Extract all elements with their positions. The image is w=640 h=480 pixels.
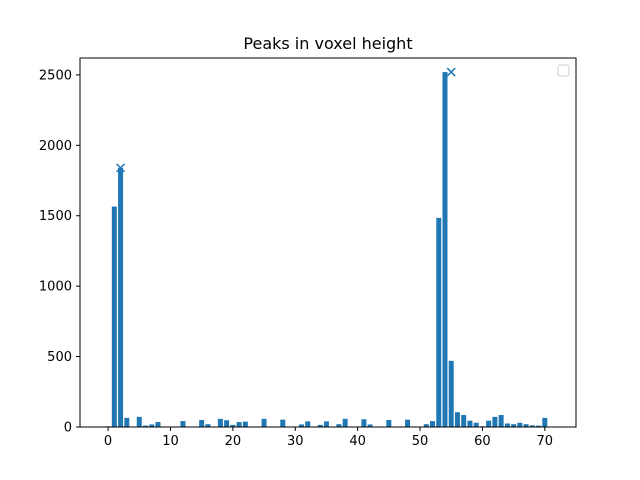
bar [498, 415, 504, 427]
bar [405, 419, 411, 427]
bar [367, 424, 373, 427]
bar [136, 416, 142, 427]
y-axis-ticks: 0 500 1000 1500 2000 2500 [39, 68, 80, 436]
peak-marker [116, 163, 126, 173]
bar [305, 421, 311, 427]
bar [448, 360, 454, 427]
bar [298, 424, 304, 427]
bar [511, 424, 517, 427]
bar [143, 425, 148, 427]
bar [323, 421, 329, 427]
bar [386, 419, 392, 427]
bar [111, 206, 117, 427]
x-tick-label: 60 [474, 434, 491, 449]
x-axis-ticks: 0 10 20 30 40 50 60 70 [104, 427, 553, 449]
bar [430, 421, 435, 427]
bar [486, 420, 492, 427]
x-tick-label: 10 [162, 434, 179, 449]
bar [230, 424, 236, 427]
bar [180, 421, 186, 427]
plot-frame [79, 57, 577, 428]
x-tick-label: 40 [349, 434, 366, 449]
bar [242, 421, 248, 427]
bar [523, 424, 529, 427]
peak-markers-group [116, 67, 456, 173]
y-tick-label: 0 [64, 421, 72, 436]
bar [236, 422, 242, 427]
x-tick-label: 50 [412, 434, 429, 449]
bar [361, 419, 367, 427]
y-tick-label: 2500 [39, 68, 72, 83]
bar [336, 424, 342, 427]
x-tick-label: 0 [104, 434, 112, 449]
bar [149, 424, 155, 427]
bar [473, 422, 479, 427]
bar [436, 217, 442, 427]
x-tick-label: 70 [537, 434, 554, 449]
chart-title: Peaks in voxel height [243, 34, 412, 53]
bar [199, 419, 205, 427]
bar [492, 416, 498, 427]
bar [536, 425, 542, 427]
bar [542, 417, 548, 427]
bars-group [105, 72, 548, 427]
bar [517, 422, 523, 427]
bar [224, 420, 230, 427]
bar [461, 415, 467, 427]
y-tick-label: 2000 [39, 139, 72, 154]
bar [423, 424, 429, 427]
bar [280, 419, 286, 427]
y-tick-label: 1500 [39, 209, 72, 224]
bar [504, 423, 510, 427]
bar [155, 422, 161, 427]
x-tick-label: 30 [287, 434, 304, 449]
y-tick-label: 500 [47, 350, 72, 365]
peak-marker [446, 67, 456, 77]
bar [467, 420, 473, 427]
legend-box [557, 64, 570, 77]
bar [454, 412, 460, 427]
bar [205, 424, 211, 427]
bar [529, 425, 535, 427]
bar [261, 418, 267, 427]
bar [442, 72, 448, 427]
bar [217, 418, 223, 427]
bar [118, 167, 124, 427]
bar [317, 424, 323, 427]
x-tick-label: 20 [225, 434, 242, 449]
bar [342, 418, 348, 427]
y-tick-label: 1000 [39, 280, 72, 295]
bar [124, 417, 130, 427]
